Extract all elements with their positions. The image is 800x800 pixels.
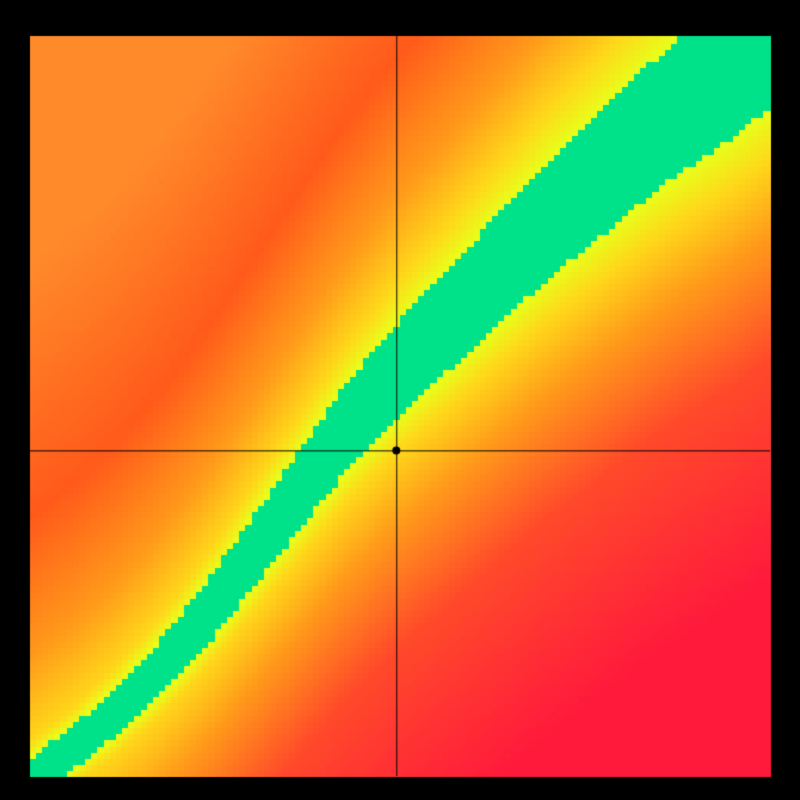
bottleneck-heatmap [0,0,800,800]
chart-container: TheBottleneck.com [0,0,800,800]
